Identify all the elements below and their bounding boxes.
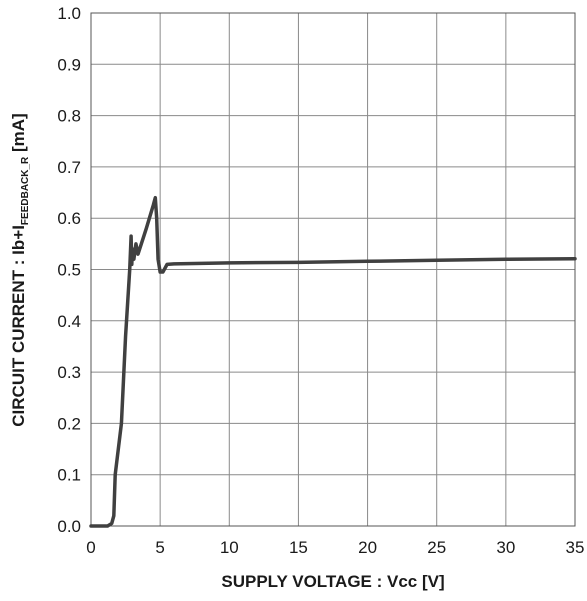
y-tick-label-10: 1.0 bbox=[57, 4, 81, 23]
plot-area-border bbox=[90, 12, 576, 527]
x-tick-label-2: 10 bbox=[220, 538, 239, 557]
x-tick-label-7: 35 bbox=[566, 538, 585, 557]
x-tick-label-4: 20 bbox=[358, 538, 377, 557]
y-tick-label-5: 0.5 bbox=[57, 261, 81, 280]
x-tick-label-1: 5 bbox=[155, 538, 164, 557]
y-tick-label-2: 0.2 bbox=[57, 414, 81, 433]
y-tick-label-8: 0.8 bbox=[57, 107, 81, 126]
x-tick-label-6: 30 bbox=[496, 538, 515, 557]
x-tick-label-5: 25 bbox=[427, 538, 446, 557]
gridlines bbox=[90, 12, 576, 527]
y-axis-title-prefix: CIRCUIT CURRENT : Ib+I bbox=[9, 225, 28, 427]
x-axis-title: SUPPLY VOLTAGE : Vcc [V] bbox=[221, 572, 444, 591]
y-tick-label-4: 0.4 bbox=[57, 312, 81, 331]
series-line bbox=[89, 195, 577, 528]
y-tick-label-9: 0.9 bbox=[57, 55, 81, 74]
y-tick-label-1: 0.1 bbox=[57, 466, 81, 485]
y-tick-label-3: 0.3 bbox=[57, 363, 81, 382]
x-tick-label-0: 0 bbox=[86, 538, 95, 557]
y-tick-label-7: 0.7 bbox=[57, 158, 81, 177]
x-tick-label-3: 15 bbox=[289, 538, 308, 557]
y-tick-label-6: 0.6 bbox=[57, 209, 81, 228]
y-tick-label-0: 0.0 bbox=[57, 517, 81, 536]
y-axis-title-suffix: [mA] bbox=[9, 113, 28, 156]
tick-labels: 0 5 10 15 20 25 30 35 0.0 0.1 0.2 0.3 0.4 0.5 0.6 0.7 0.… bbox=[57, 4, 584, 557]
y-axis-title-subscript: FEEDBACK_R bbox=[20, 156, 31, 225]
y-axis-title: CIRCUIT CURRENT : Ib+IFEEDBACK_R [mA] bbox=[9, 113, 31, 426]
